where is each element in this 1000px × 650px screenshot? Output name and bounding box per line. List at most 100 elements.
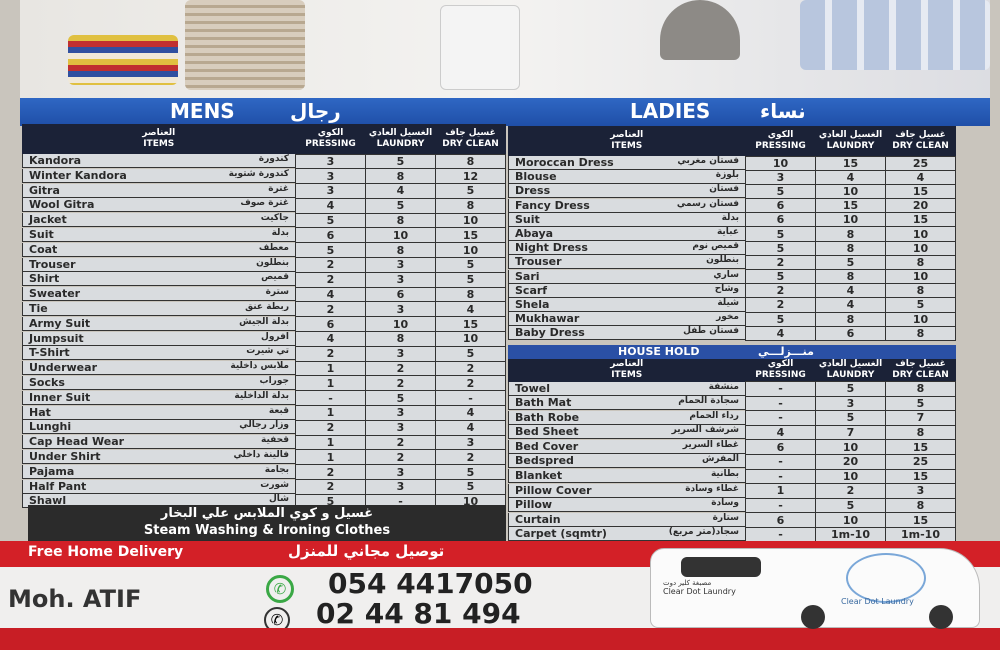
table-row: Lunghi وزار رجالي 2 3 4 — [22, 419, 506, 436]
pressing-price: 4 — [295, 331, 366, 347]
pressing-price: 4 — [295, 197, 366, 214]
dry-clean-price: 10 — [885, 240, 956, 256]
item-name-ar: غترة صوف — [240, 198, 289, 209]
dry-clean-price: 8 — [885, 254, 956, 271]
header-en: ITEMS — [143, 139, 175, 149]
header-ar: الغسيل العادي — [818, 359, 883, 369]
table-row: Towel منشفة -5 8 — [508, 381, 956, 397]
item-cell: Bed Sheet شرشف السرير — [508, 425, 745, 440]
laundry-price: 8 — [815, 240, 886, 256]
dry-clean-price: 15 — [435, 227, 506, 244]
pressing-price: 3 — [295, 168, 366, 185]
table-row: Trouser بنطلون 2 3 5 — [22, 257, 506, 273]
pressing-price: 10 — [745, 155, 816, 171]
dry-clean-price: 4 — [435, 301, 506, 318]
laundry-price: 5 — [365, 390, 436, 407]
pressing-price: - — [745, 468, 816, 485]
laundry-price: 8 — [365, 168, 436, 185]
item-cell: Lunghi وزار رجالي — [22, 420, 295, 435]
delivery-van-image: مصبغة كلير دوت Clear Dot Laundry Clear D… — [650, 548, 980, 629]
pressing-price: 2 — [295, 257, 366, 273]
item-name-en: Shirt — [29, 272, 60, 286]
header-ar: غسيل جاف — [895, 359, 946, 369]
pressing-price: 2 — [295, 345, 366, 362]
pressing-price: 6 — [745, 198, 816, 214]
laundry-price: 5 — [815, 254, 886, 271]
item-name-en: Shela — [515, 297, 550, 311]
dry-clean-price: - — [435, 390, 506, 407]
van-wheel — [801, 605, 825, 629]
item-cell: Shela شيلة — [508, 297, 745, 312]
item-name-en: Baby Dress — [515, 326, 585, 340]
laundry-price: 6 — [365, 286, 436, 303]
item-cell: Under Shirt فالينة داخلي — [22, 449, 295, 464]
dry-clean-price: 5 — [435, 271, 506, 288]
item-name-ar: فستان رسمي — [676, 198, 739, 209]
washing-machine-image — [440, 5, 520, 90]
dry-clean-price: 15 — [435, 316, 506, 333]
table-row: Trouser بنطلون 2 5 8 — [508, 254, 956, 271]
table-row: Coat معطف 5 8 10 — [22, 242, 506, 259]
table-row: Blanket بطانية -10 15 — [508, 468, 956, 485]
header-ar: الغسيل العادي — [368, 127, 433, 138]
dry-clean-price: 10 — [885, 311, 956, 327]
pressing-price: 6 — [295, 316, 366, 333]
header-en: PRESSING — [305, 138, 356, 149]
header-ar: العناصر — [610, 359, 644, 370]
dry-clean-price: 10 — [435, 212, 506, 229]
pressing-price: 1 — [295, 449, 366, 466]
steam-text-en: Steam Washing & Ironing Clothes — [143, 523, 391, 538]
item-name-ar: بطانية — [710, 469, 739, 480]
pressing-price: 2 — [745, 283, 816, 299]
header-en: LAUNDRY — [376, 138, 425, 149]
laundry-price: 8 — [815, 226, 886, 242]
item-name-en: Hat — [29, 405, 51, 419]
dry-clean-price: 10 — [885, 268, 956, 285]
item-name-en: Under Shirt — [29, 449, 101, 463]
laundry-price: 10 — [815, 439, 886, 455]
dry-clean-price: 5 — [885, 395, 956, 412]
laundry-price: 5 — [815, 410, 886, 426]
table-row: Half Pant شورت 2 3 5 — [22, 479, 506, 495]
item-name-ar: شورت — [260, 479, 289, 490]
whatsapp-icon: ✆ — [266, 575, 294, 603]
item-name-ar: كندورة شتوية — [228, 168, 289, 179]
item-name-ar: ملابس داخلية — [230, 361, 289, 372]
steam-banner: غسيل و كوي الملابس علي البخار Steam Wash… — [28, 505, 506, 541]
laundry-price: 3 — [365, 464, 436, 481]
item-name-ar: ستارة — [712, 512, 739, 523]
mens-title: MENS — [170, 99, 235, 123]
item-name-ar: غترة — [268, 183, 289, 194]
pressing-price: 5 — [295, 242, 366, 259]
item-name-ar: جوراب — [259, 375, 289, 386]
dry-clean-price: 8 — [435, 197, 506, 214]
table-row: Carpet (sqmtr) سجاد(متر مربع) -1m-10 1m-10 — [508, 526, 956, 543]
pressing-price: 2 — [745, 297, 816, 313]
item-name-en: Gitra — [29, 183, 60, 197]
item-name-en: Tie — [29, 301, 48, 315]
phone-number[interactable]: 02 44 81 494 — [316, 597, 521, 630]
table-row: Curtain ستارة 6 10 15 — [508, 512, 956, 528]
pressing-price: - — [745, 381, 816, 397]
item-name-en: Underwear — [29, 361, 97, 375]
item-name-en: Mukhawar — [515, 312, 580, 326]
household-price-table: العناصر ITEMS الكوي PRESSING الغسيل العادي LA… — [508, 359, 956, 543]
whatsapp-number[interactable]: 054 4417050 — [328, 567, 533, 600]
item-name-en: Curtain — [515, 512, 561, 526]
towel-stack-image — [185, 0, 305, 90]
item-cell: Sweater سترة — [22, 287, 295, 302]
laundry-price: 10 — [815, 212, 886, 228]
laundry-price: 8 — [365, 242, 436, 259]
header-en: ITEMS — [611, 141, 643, 151]
item-cell: Coat معطف — [22, 242, 295, 257]
laundry-price: 2 — [815, 483, 886, 499]
delivery-text-en: Free Home Delivery — [28, 544, 184, 560]
table-row: Pillow Cover غطاء وسادة 1 2 3 — [508, 483, 956, 499]
item-name-en: Trouser — [29, 257, 76, 271]
item-cell: Blanket بطانية — [508, 469, 745, 484]
item-cell: Suit بدلة — [22, 227, 295, 242]
item-cell: Wool Gitra غترة صوف — [22, 198, 295, 213]
item-cell: Night Dress قميص نوم — [508, 241, 745, 256]
header-col-pressing: الكوي PRESSING — [295, 124, 366, 154]
laundry-price: 4 — [815, 169, 886, 185]
